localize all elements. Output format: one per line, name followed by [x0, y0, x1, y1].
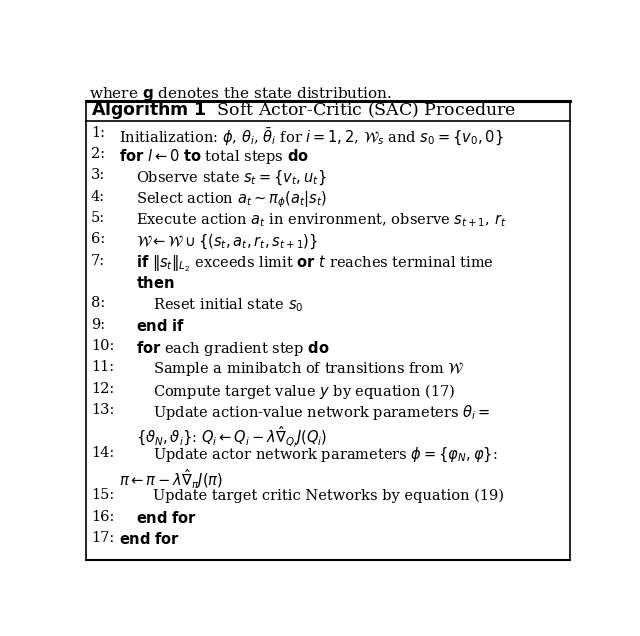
- Text: 9:: 9:: [91, 317, 105, 331]
- Text: Sample a minibatch of transitions from $\mathcal{W}$: Sample a minibatch of transitions from $…: [153, 360, 465, 378]
- Text: 6:: 6:: [91, 232, 105, 246]
- Text: $\pi \leftarrow \pi - \lambda\hat{\nabla}_\pi J(\pi)$: $\pi \leftarrow \pi - \lambda\hat{\nabla…: [119, 467, 223, 491]
- Text: Update target critic Networks by equation (19): Update target critic Networks by equatio…: [153, 488, 504, 502]
- Text: $\mathbf{if}$ $\|s_t\|_{L_2}$ exceeds limit $\mathbf{or}$ $t$ reaches terminal t: $\mathbf{if}$ $\|s_t\|_{L_2}$ exceeds li…: [136, 254, 493, 274]
- Text: 1:: 1:: [91, 125, 105, 139]
- Text: 15:: 15:: [91, 488, 114, 502]
- Text: $\mathbf{end\ for}$: $\mathbf{end\ for}$: [119, 531, 180, 547]
- Text: 13:: 13:: [91, 403, 114, 417]
- Text: $\mathbf{end\ for}$: $\mathbf{end\ for}$: [136, 509, 197, 525]
- Text: $\{\vartheta_N, \vartheta_i\}$: $Q_i \leftarrow Q_i - \lambda\hat{\nabla}_{Q_i}J: $\{\vartheta_N, \vartheta_i\}$: $Q_i \le…: [136, 424, 327, 450]
- Text: 2:: 2:: [91, 147, 105, 161]
- Text: 11:: 11:: [91, 360, 114, 374]
- Text: $\mathcal{W} \leftarrow \mathcal{W} \cup \{(s_t, a_t, r_t, s_{t+1})\}$: $\mathcal{W} \leftarrow \mathcal{W} \cup…: [136, 232, 318, 251]
- Text: Initialization: $\phi$, $\theta_i$, $\bar{\theta}_i$ for $i=1,2$, $\mathcal{W}_s: Initialization: $\phi$, $\theta_i$, $\ba…: [119, 125, 504, 147]
- Text: Update action-value network parameters $\theta_i =$: Update action-value network parameters $…: [153, 403, 490, 422]
- Text: $\mathbf{then}$: $\mathbf{then}$: [136, 275, 175, 291]
- Text: 14:: 14:: [91, 446, 114, 460]
- Text: Observe state $s_t = \{v_t, u_t\}$: Observe state $s_t = \{v_t, u_t\}$: [136, 169, 326, 186]
- Text: Reset initial state $s_0$: Reset initial state $s_0$: [153, 296, 303, 314]
- Text: 5:: 5:: [91, 211, 105, 225]
- Text: $\bf{Algorithm\ 1}$  Soft Actor-Critic (SAC) Procedure: $\bf{Algorithm\ 1}$ Soft Actor-Critic (S…: [91, 99, 516, 121]
- Text: 16:: 16:: [91, 509, 114, 523]
- Text: $\mathbf{end\ if}$: $\mathbf{end\ if}$: [136, 317, 185, 333]
- Text: Compute target value $y$ by equation (17): Compute target value $y$ by equation (17…: [153, 382, 455, 401]
- Text: 4:: 4:: [91, 190, 105, 204]
- Text: Execute action $a_t$ in environment, observe $s_{t+1}$, $r_t$: Execute action $a_t$ in environment, obs…: [136, 211, 506, 228]
- Text: where $\mathbf{g}$ denotes the state distribution.: where $\mathbf{g}$ denotes the state dis…: [90, 85, 392, 103]
- Text: 10:: 10:: [91, 339, 114, 353]
- Text: 8:: 8:: [91, 296, 105, 310]
- Text: $\mathbf{for}$ $l \leftarrow 0$ $\mathbf{to}$ total steps $\mathbf{do}$: $\mathbf{for}$ $l \leftarrow 0$ $\mathbf…: [119, 147, 308, 166]
- Text: Update actor network parameters $\phi = \{\varphi_N, \varphi\}$:: Update actor network parameters $\phi = …: [153, 446, 497, 464]
- Text: Select action $a_t \sim \pi_\phi(a_t|s_t)$: Select action $a_t \sim \pi_\phi(a_t|s_t…: [136, 190, 327, 210]
- Text: 17:: 17:: [91, 531, 114, 545]
- Text: 7:: 7:: [91, 254, 105, 268]
- Text: 3:: 3:: [91, 169, 105, 183]
- Text: 12:: 12:: [91, 382, 114, 396]
- Text: $\mathbf{for}$ each gradient step $\mathbf{do}$: $\mathbf{for}$ each gradient step $\math…: [136, 339, 330, 358]
